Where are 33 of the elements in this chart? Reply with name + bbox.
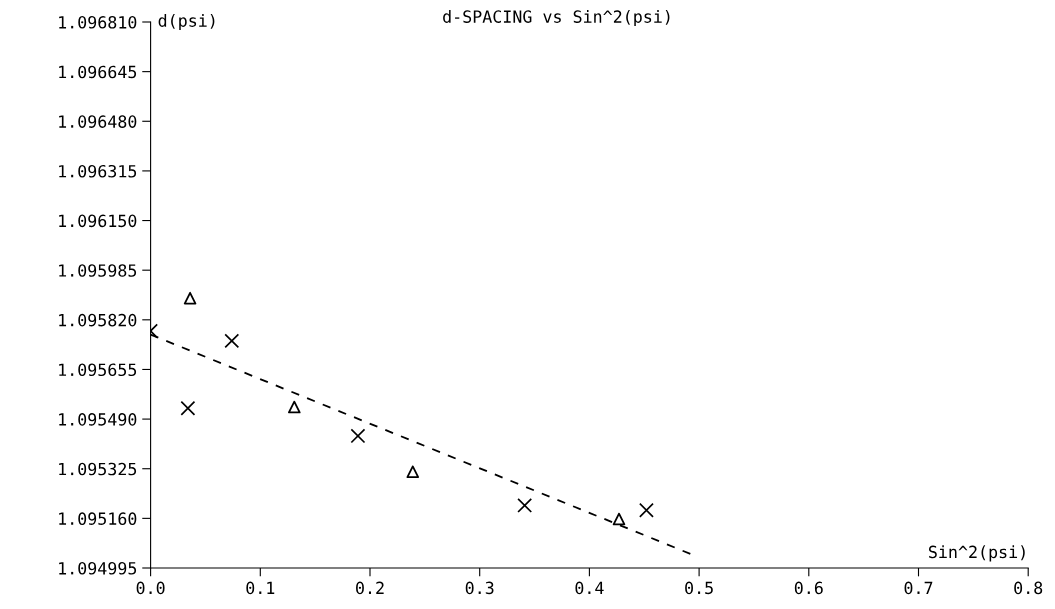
point (517, 498, 533, 513)
point (224, 333, 240, 349)
y-tick-label: 1.094995 (59, 562, 137, 575)
point (183, 291, 197, 305)
chart-title: d-SPACING vs Sin^2(psi) (443, 9, 670, 27)
y-tick-label: 1.095655 (59, 363, 137, 377)
x-tick-label: 0.1 (246, 581, 275, 595)
point (180, 400, 196, 416)
y-tick-label: 1.095490 (59, 413, 137, 426)
y-axis-title: d(psi) (158, 13, 215, 31)
y-tick-label: 1.095820 (59, 313, 137, 327)
point (288, 400, 301, 414)
point (406, 465, 420, 479)
point (612, 512, 626, 526)
x-tick-label: 0.6 (794, 581, 823, 595)
x-tick-label: 0.4 (575, 581, 604, 595)
x-tick-label: 0.3 (465, 581, 494, 595)
y-tick-label: 1.095325 (59, 462, 137, 476)
y-tick-label: 1.096810 (59, 16, 137, 29)
x-tick-label: 0.5 (685, 581, 713, 595)
y-tick-label: 1.096150 (59, 214, 137, 228)
y-tick-label: 1.095160 (59, 512, 137, 525)
y-tick-label: 1.095985 (59, 264, 137, 277)
point (350, 428, 366, 444)
x-tick-label: 0.2 (356, 581, 384, 595)
x-tick-label: 0.7 (904, 581, 933, 595)
x-tick-label: 0.0 (136, 581, 165, 595)
x-tick-label: 0.8 (1014, 581, 1043, 595)
y-tick-label: 1.096480 (59, 115, 137, 128)
y-tick-label: 1.096645 (59, 65, 137, 79)
point (639, 502, 654, 518)
x-axis-title: Sin^2(psi) (928, 545, 1025, 562)
y-tick-label: 1.096315 (59, 164, 137, 178)
